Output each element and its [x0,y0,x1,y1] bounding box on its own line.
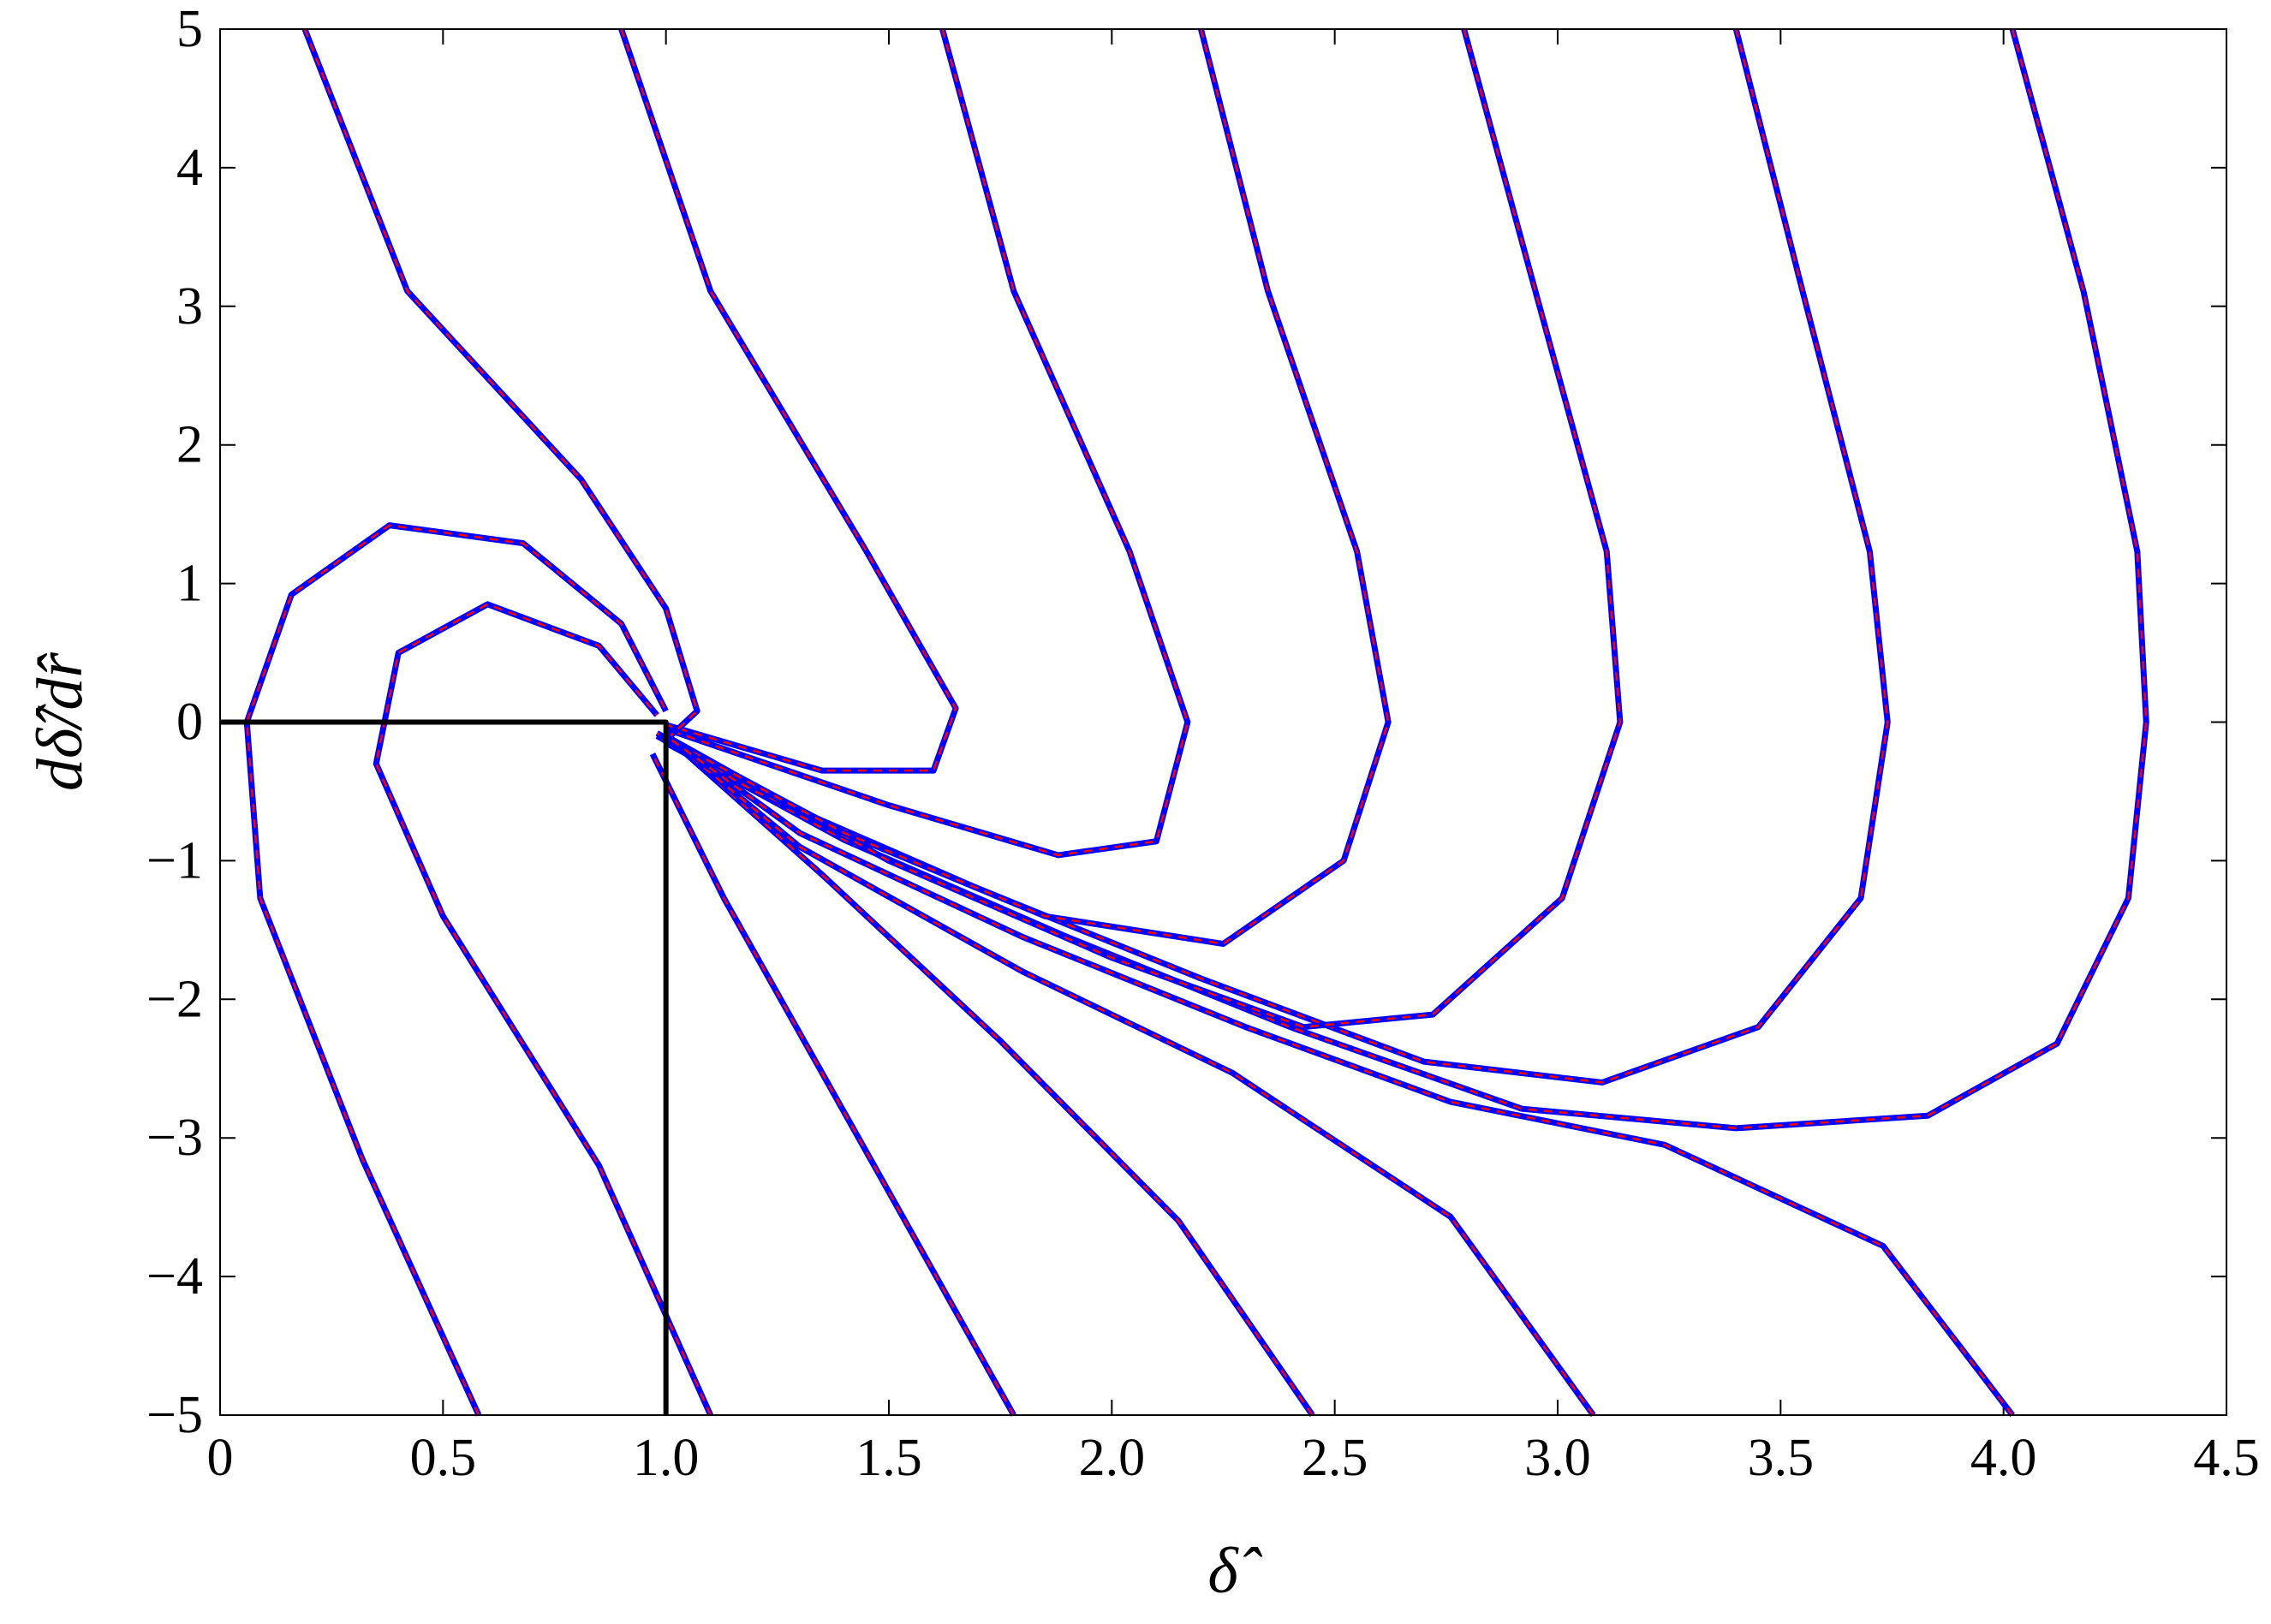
y-tick-label: −4 [146,1247,203,1306]
reference-line [220,719,669,1415]
y-tick-label: −3 [146,1109,203,1167]
trajectory-overlay [651,753,1015,1416]
trajectory [664,28,2149,1132]
y-tick-label: −5 [146,1386,203,1444]
x-tick-label: 1.0 [633,1429,700,1487]
y-tick-label: 5 [176,0,203,58]
x-tick-label: 0 [207,1429,234,1487]
trajectory [301,27,700,743]
trajectory-overlay [665,28,1622,1028]
trajectory-overlay [665,28,2148,1130]
y-tick-label: 2 [176,416,203,474]
trajectory [243,522,669,1417]
x-tick-label: 4.5 [2193,1429,2260,1487]
x-axis-label: δ̂ [1207,1535,1262,1607]
y-tick-label: −1 [146,831,203,889]
x-tick-label: 2.5 [1302,1429,1368,1487]
trajectory [655,28,1891,1086]
x-tick-label: 0.5 [410,1429,477,1487]
y-tick-label: 4 [176,139,203,197]
trajectory-overlay [656,28,1390,945]
trajectory-overlay [665,28,1189,857]
trajectory-overlay [620,28,957,772]
trajectory [649,753,1016,1417]
trajectory-overlay [665,735,1594,1416]
trajectory-overlay [665,735,1314,1416]
x-tick-label: 2.0 [1079,1429,1146,1487]
x-tick-label: 4.0 [1970,1429,2037,1487]
trajectory-overlay [303,28,699,741]
trajectory [618,27,959,774]
x-tick-label: 3.0 [1524,1429,1591,1487]
x-tick-label: 3.5 [1748,1429,1815,1487]
y-axis-label: dδ̂/dr̂ [24,652,96,791]
x-tick-label: 1.5 [855,1429,922,1487]
trajectory [665,28,1191,859]
y-tick-label: 3 [176,277,203,336]
trajectory-overlay [374,603,712,1416]
plot-frame [219,28,2227,1416]
y-tick-label: 1 [176,555,203,613]
trajectory-overlay [245,524,667,1416]
y-tick-label: 0 [176,693,203,752]
y-tick-label: −2 [146,970,203,1028]
trajectory [664,28,1624,1031]
trajectory-overlay [665,735,2014,1416]
trajectory-overlay [656,28,1889,1084]
